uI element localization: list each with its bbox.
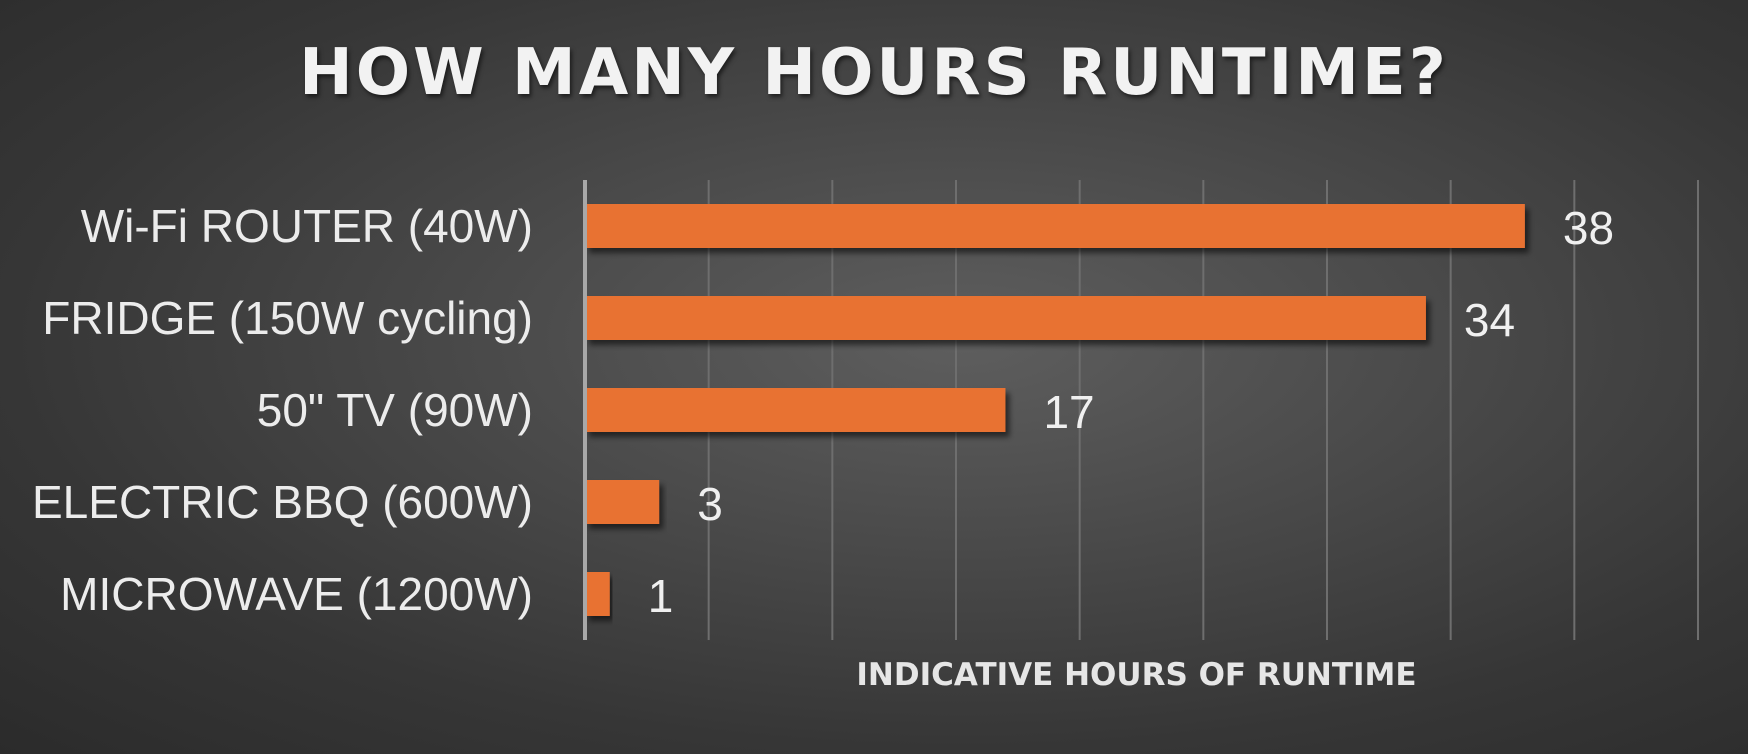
category-label: 50" TV (90W): [257, 384, 533, 436]
bar: [585, 296, 1426, 340]
category-label: MICROWAVE (1200W): [60, 568, 533, 620]
category-label: FRIDGE (150W cycling): [42, 292, 533, 344]
category-label: Wi-Fi ROUTER (40W): [81, 200, 533, 252]
x-axis-title: INDICATIVE HOURS OF RUNTIME: [856, 657, 1416, 693]
data-label: 1: [648, 570, 674, 622]
data-label: 3: [697, 478, 723, 530]
bar: [585, 388, 1006, 432]
bar: [585, 480, 660, 524]
data-label: 34: [1464, 294, 1515, 346]
labels: Wi-Fi ROUTER (40W) 38 FRIDGE (150W cycling…: [32, 200, 1614, 622]
chart-title: HOW MANY HOURS RUNTIME?: [299, 36, 1449, 110]
bars: [585, 204, 1525, 616]
data-label: 38: [1563, 202, 1614, 254]
bar: [585, 204, 1525, 248]
bar: [585, 572, 610, 616]
data-label: 17: [1043, 386, 1094, 438]
category-label: ELECTRIC BBQ (600W): [32, 476, 533, 528]
